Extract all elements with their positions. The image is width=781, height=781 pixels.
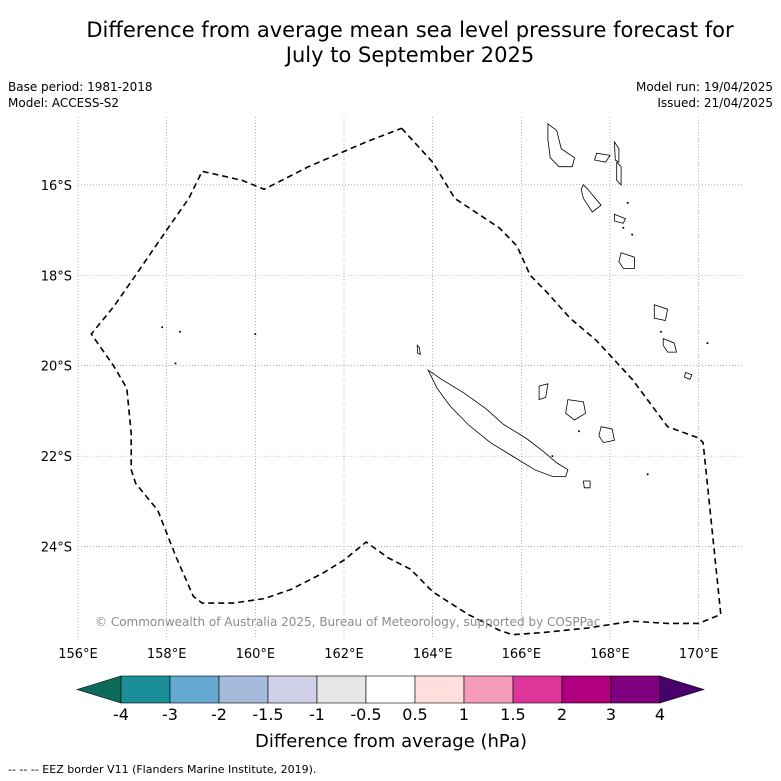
island-espiritu-santo (547, 122, 575, 168)
island-ile-des-pins (582, 480, 591, 489)
colorbar-segment (169, 675, 220, 704)
model-run: Model run: 19/04/2025 (635, 80, 773, 94)
islet (659, 330, 662, 333)
island-maewo (613, 140, 620, 163)
colorbar-segment (610, 675, 661, 704)
island-belep-islands (416, 344, 421, 356)
islet (254, 333, 257, 336)
colorbar-segment (561, 675, 612, 704)
island-efate (618, 252, 635, 269)
colorbar-segment (120, 675, 171, 704)
meta-right: Model run: 19/04/2025 Issued: 21/04/2025 (636, 79, 773, 111)
colorbar-tick-label: -1 (309, 705, 325, 724)
colorbar (75, 675, 706, 704)
colorbar-max-arrow (659, 675, 706, 704)
lon-tick-label: 168°E (590, 647, 630, 662)
model-name: Model: ACCESS-S2 (8, 96, 120, 110)
title-line-2: July to September 2025 (285, 43, 535, 67)
meta-left: Base period: 1981-2018 Model: ACCESS-S2 (8, 79, 153, 111)
island-tanna (662, 338, 678, 353)
eez-border (90, 127, 722, 636)
title-line-1: Difference from average mean sea level p… (86, 18, 734, 42)
colorbar-tick-label: 4 (655, 705, 665, 724)
colorbar-tick-label: -2 (211, 705, 227, 724)
island-malekula (580, 184, 602, 213)
lat-tick-label: 18°S (41, 269, 72, 284)
lon-tick-label: 170°E (679, 647, 719, 662)
colorbar-segment (267, 675, 318, 704)
island-erromango (653, 304, 669, 321)
island-new-caledonia (427, 369, 569, 477)
copyright-notice: © Commonwealth of Australia 2025, Bureau… (95, 615, 600, 629)
colorbar-tick-label: 3 (606, 705, 616, 724)
eez-footnote: -- -- -- EEZ border V11 (Flanders Marine… (8, 763, 317, 776)
colorbar-tick-label: 0.5 (402, 705, 427, 724)
lat-tick-label: 22°S (41, 450, 72, 465)
colorbar-segment (512, 675, 563, 704)
colorbar-title: Difference from average (hPa) (255, 731, 527, 752)
islet (646, 473, 649, 476)
islet (577, 430, 580, 433)
lat-tick-label: 24°S (41, 541, 72, 556)
island-aneityum (684, 371, 693, 380)
islet (174, 362, 177, 365)
island-mare (598, 426, 615, 444)
lon-tick-label: 156°E (58, 647, 98, 662)
colorbar-tick-label: -3 (162, 705, 178, 724)
lat-tick-label: 20°S (41, 360, 72, 375)
colorbar-segment (316, 675, 367, 704)
issued-date: Issued: 21/04/2025 (657, 96, 773, 110)
islet (551, 455, 554, 458)
colorbar-tick-label: 1.5 (500, 705, 525, 724)
lon-tick-label: 162°E (324, 647, 364, 662)
land-outlines (161, 122, 709, 489)
colorbar-tick-label: -4 (113, 705, 129, 724)
island-pentecost (616, 161, 622, 186)
island-ouvea (538, 383, 549, 401)
colorbar-segment (365, 675, 416, 704)
colorbar-tick-label: 2 (557, 705, 567, 724)
islet (622, 226, 625, 229)
chart-title: Difference from average mean sea level p… (40, 18, 780, 68)
colorbar-min-arrow (75, 675, 122, 704)
base-period: Base period: 1981-2018 (8, 80, 153, 94)
colorbar-tick-label: -1.5 (252, 705, 283, 724)
islet (161, 326, 164, 329)
colorbar-segment (414, 675, 465, 704)
island-epi (614, 213, 627, 224)
lat-tick-label: 16°S (41, 179, 72, 194)
colorbar-tick-label: 1 (459, 705, 469, 724)
colorbar-tick-label: -0.5 (350, 705, 381, 724)
colorbar-segment (218, 675, 269, 704)
lon-tick-label: 166°E (502, 647, 542, 662)
island-lifou (565, 399, 587, 421)
islet (178, 330, 181, 333)
longitude-tick-labels: 156°E 158°E 160°E 162°E 164°E 166°E 168°E 170°E (58, 647, 718, 662)
lon-tick-label: 160°E (236, 647, 276, 662)
islet (706, 342, 709, 345)
islet (626, 201, 629, 204)
colorbar-segment (463, 675, 514, 704)
colorbar-tick-labels: -4 -3 -2 -1.5 -1 -0.5 0.5 1 1.5 2 3 4 (113, 705, 665, 724)
lon-tick-label: 158°E (147, 647, 187, 662)
island-ambae (593, 152, 611, 163)
latitude-tick-labels: 16°S 18°S 20°S 22°S 24°S (41, 179, 72, 556)
islet (631, 233, 634, 236)
lon-tick-label: 164°E (413, 647, 453, 662)
